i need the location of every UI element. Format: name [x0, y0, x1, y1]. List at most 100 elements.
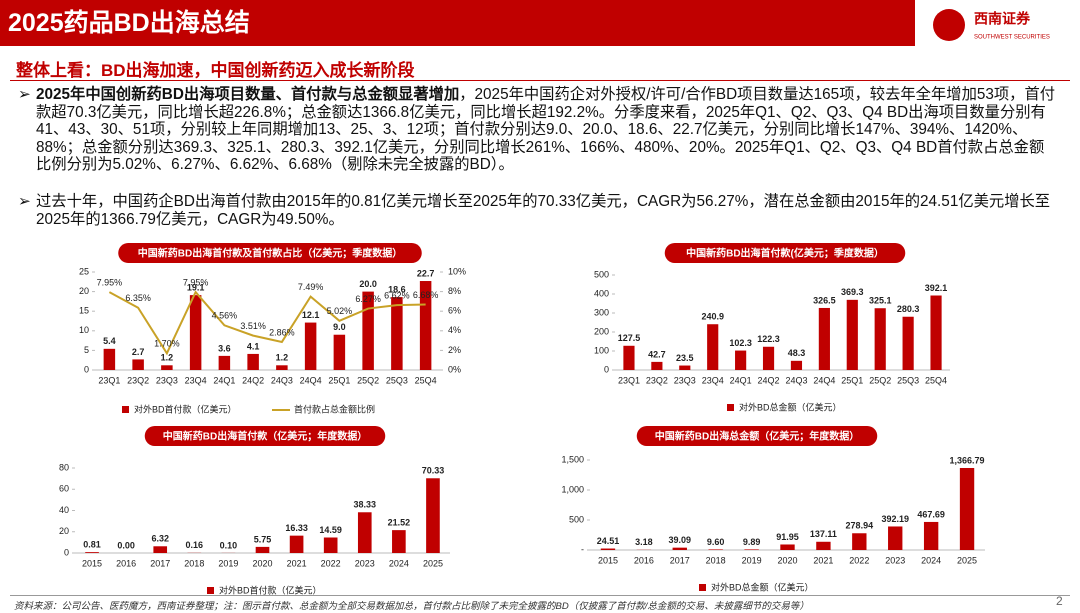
rule	[10, 595, 1070, 596]
data-label: 137.11	[810, 529, 837, 539]
bar	[419, 281, 432, 370]
x-tick-label: 2019	[218, 558, 238, 568]
y-tick-label: 100	[594, 345, 609, 355]
y-tick-label: 300	[594, 307, 609, 317]
data-label: 16.33	[285, 523, 308, 533]
data-label: 48.3	[788, 348, 806, 358]
y-tick-label: 20	[79, 286, 89, 296]
chart-title: 中国新药BD出海首付款及首付款占比（亿美元；季度数据）	[138, 247, 402, 260]
rule	[10, 80, 1070, 81]
x-tick-label: 25Q3	[386, 375, 408, 385]
x-tick-label: 23Q2	[646, 375, 668, 385]
header-title: 2025药品BD出海总结	[0, 0, 915, 46]
bullet-text: ，2025年中国药企对外授权/许可/合作BD项目数量达165项，较去年全年增加5…	[36, 86, 1056, 173]
data-label: 392.19	[881, 514, 909, 524]
data-label: 280.3	[897, 304, 920, 314]
data-label: 7.49%	[298, 282, 324, 292]
bullet-bold: 2025年中国创新药BD出海项目数量、首付款与总金额显著增加	[36, 86, 460, 103]
y-tick-label: 25	[79, 266, 89, 276]
data-label: 325.1	[869, 296, 892, 306]
x-tick-label: 25Q1	[841, 375, 863, 385]
bar	[651, 361, 663, 370]
y-tick-label: 1,500	[561, 454, 584, 464]
x-tick-label: 2023	[355, 558, 375, 568]
page-number: 2	[1056, 594, 1063, 608]
y-tick-label: -	[581, 544, 584, 554]
data-label: 9.60	[707, 537, 725, 547]
y-tick-label: 0	[84, 364, 89, 374]
data-label: 21.52	[388, 518, 411, 528]
bar	[153, 546, 168, 553]
x-tick-label: 23Q4	[702, 375, 724, 385]
bar	[600, 548, 616, 550]
y-tick-label: 80	[59, 462, 69, 472]
bar	[846, 299, 858, 370]
bar	[707, 324, 719, 370]
data-label: 6.62%	[384, 290, 410, 300]
legend-swatch	[699, 584, 706, 591]
y-tick-label: 0	[604, 364, 609, 374]
data-label: 38.33	[354, 500, 377, 510]
x-tick-label: 23Q1	[98, 375, 120, 385]
y2-tick-label: 0%	[448, 364, 461, 374]
x-tick-label: 25Q1	[328, 375, 350, 385]
legend-swatch	[727, 404, 734, 411]
chart-title: 中国新药BD出海总金额（亿美元；年度数据）	[655, 430, 859, 443]
data-label: 6.27%	[355, 294, 381, 304]
bar	[362, 291, 374, 370]
data-label: 3.6	[218, 343, 231, 353]
data-label: 12.1	[302, 310, 320, 320]
bar	[818, 307, 830, 370]
title-pill	[118, 243, 422, 263]
data-label: 70.33	[422, 466, 445, 476]
chart-title: 中国新药BD出海首付款(亿美元；季度数据）	[686, 247, 884, 260]
x-tick-label: 2016	[634, 555, 654, 565]
y-tick-label: 0	[64, 547, 69, 557]
bar	[247, 353, 259, 370]
data-label: 102.3	[729, 338, 752, 348]
data-label: 1.70%	[154, 339, 180, 349]
legend-label: 对外BD首付款（亿美元）	[219, 584, 322, 595]
bar	[333, 334, 346, 370]
y2-tick-label: 6%	[448, 306, 461, 316]
y-tick-label: 400	[594, 288, 609, 298]
data-label: 5.75	[254, 534, 272, 544]
data-label: 6.32	[151, 534, 169, 544]
data-label: 6.68%	[413, 290, 439, 300]
x-tick-label: 2018	[184, 558, 204, 568]
y-tick-label: 20	[59, 526, 69, 536]
x-tick-label: 2016	[116, 558, 136, 568]
y-tick-label: 15	[79, 306, 89, 316]
data-label: 19.1	[187, 283, 205, 293]
data-label: 0.00	[117, 540, 135, 550]
data-label: 2.86%	[269, 327, 295, 337]
x-tick-label: 24Q4	[813, 375, 835, 385]
data-label: 39.09	[669, 535, 692, 545]
data-label: 24.51	[597, 536, 620, 546]
bar	[85, 552, 99, 553]
logo-mark	[933, 9, 965, 41]
data-label: 4.56%	[212, 311, 238, 321]
bar	[902, 316, 914, 370]
x-tick-label: 25Q4	[415, 375, 437, 385]
y2-tick-label: 10%	[448, 266, 466, 276]
bar	[930, 295, 942, 370]
bar	[161, 365, 173, 370]
data-label: 369.3	[841, 287, 864, 297]
x-tick-label: 25Q4	[925, 375, 947, 385]
subtitle: 整体上看：BD出海加速，中国创新药迈入成长新阶段	[16, 61, 415, 80]
bar	[790, 360, 803, 370]
x-tick-label: 2017	[670, 555, 690, 565]
data-label: 18.6	[388, 284, 406, 294]
y-tick-label: 1,000	[561, 484, 584, 494]
data-label: 91.95	[776, 532, 799, 542]
x-tick-label: 23Q4	[185, 375, 207, 385]
x-tick-label: 24Q2	[758, 375, 780, 385]
bar	[189, 295, 202, 370]
y2-tick-label: 8%	[448, 286, 461, 296]
data-label: 4.1	[247, 341, 260, 351]
bar	[289, 535, 304, 553]
title-pill	[636, 426, 878, 446]
legend-label: 对外BD总金额（亿美元）	[739, 401, 842, 412]
